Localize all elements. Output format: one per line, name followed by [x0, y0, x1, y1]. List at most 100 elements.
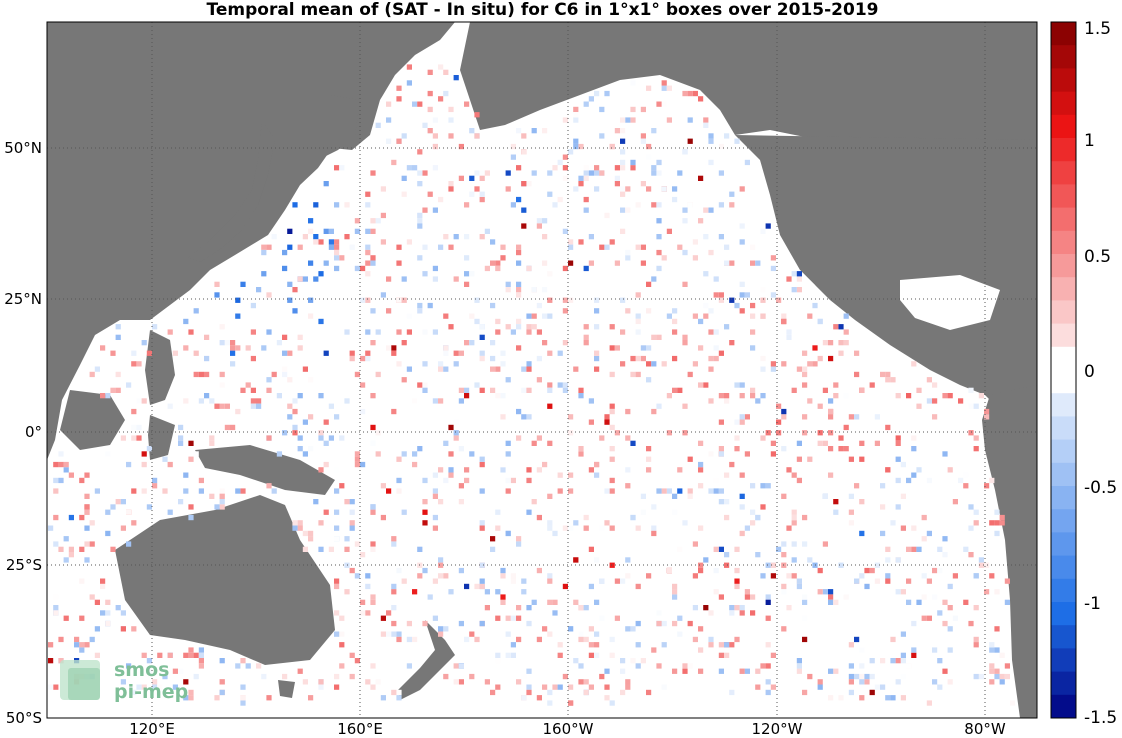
- anomaly-cell: [838, 324, 844, 330]
- anomaly-cell: [682, 663, 688, 669]
- anomaly-cell: [334, 255, 340, 261]
- colorbar-tick-1-5: 1.5: [1084, 19, 1111, 39]
- anomaly-cell: [287, 244, 293, 250]
- anomaly-cell: [328, 403, 334, 409]
- anomaly-cell: [640, 106, 646, 113]
- anomaly-cell: [672, 355, 678, 362]
- anomaly-cell: [848, 456, 854, 462]
- anomaly-cell: [937, 546, 943, 552]
- anomaly-cell: [68, 552, 74, 558]
- anomaly-cell: [578, 175, 584, 181]
- anomaly-cell: [261, 345, 267, 351]
- anomaly-cell: [724, 393, 730, 399]
- anomaly-cell: [583, 525, 589, 531]
- anomaly-cell: [562, 228, 568, 234]
- anomaly-cell: [417, 382, 423, 388]
- anomaly-cell: [250, 387, 256, 393]
- anomaly-cell: [640, 133, 646, 139]
- anomaly-cell: [453, 276, 459, 282]
- anomaly-cell: [464, 636, 470, 643]
- anomaly-cell: [635, 642, 641, 648]
- anomaly-cell: [557, 382, 563, 388]
- anomaly-cell: [625, 626, 631, 632]
- anomaly-cell: [640, 509, 646, 515]
- anomaly-cell: [859, 499, 865, 505]
- anomaly-cell: [750, 610, 756, 616]
- anomaly-cell: [708, 249, 714, 256]
- anomaly-cell: [568, 700, 574, 706]
- anomaly-cell: [739, 419, 745, 425]
- anomaly-cell: [568, 239, 574, 245]
- anomaly-cell: [167, 509, 173, 515]
- anomaly-cell: [412, 461, 418, 468]
- anomaly-cell: [620, 117, 626, 123]
- anomaly-cell: [682, 334, 688, 340]
- anomaly-cell: [422, 382, 428, 388]
- anomaly-cell: [708, 329, 714, 335]
- anomaly-cell: [594, 350, 600, 356]
- anomaly-cell: [422, 520, 428, 526]
- anomaly-cell: [302, 451, 308, 457]
- anomaly-cell: [895, 504, 901, 510]
- anomaly-cell: [796, 440, 802, 446]
- colorbar-frame: [1050, 21, 1077, 719]
- anomaly-cell: [432, 472, 438, 478]
- anomaly-cell: [386, 631, 392, 637]
- anomaly-cell: [859, 530, 865, 537]
- landmass-south-america: [982, 385, 1037, 718]
- anomaly-cell: [973, 403, 979, 409]
- anomaly-cell: [656, 218, 662, 224]
- anomaly-cell: [630, 514, 636, 521]
- anomaly-cell: [614, 128, 620, 134]
- anomaly-cell: [734, 419, 740, 425]
- anomaly-cell: [698, 440, 704, 446]
- anomaly-cell: [646, 456, 652, 462]
- anomaly-cell: [594, 324, 600, 330]
- anomaly-cell: [547, 631, 553, 637]
- anomaly-cell: [656, 334, 662, 340]
- anomaly-cell: [713, 292, 719, 298]
- anomaly-cell: [490, 302, 496, 309]
- anomaly-cell: [245, 663, 251, 669]
- anomaly-cell: [989, 642, 995, 648]
- anomaly-cell: [438, 499, 444, 505]
- anomaly-cell: [750, 260, 756, 266]
- anomaly-cell: [672, 509, 678, 515]
- anomaly-cell: [219, 324, 225, 330]
- anomaly-cell: [188, 695, 194, 701]
- anomaly-cell: [271, 488, 277, 494]
- anomaly-cell: [994, 509, 1000, 515]
- anomaly-cell: [427, 191, 433, 197]
- anomaly-cell: [963, 472, 969, 478]
- anomaly-cell: [713, 276, 719, 282]
- anomaly-cell: [604, 520, 610, 526]
- colorbar-step: [1051, 462, 1076, 487]
- anomaly-cell: [932, 679, 938, 685]
- anomaly-cell: [432, 514, 438, 521]
- anomaly-cell: [568, 626, 574, 632]
- anomaly-cell: [651, 128, 657, 134]
- anomaly-cell: [422, 509, 428, 515]
- anomaly-cell: [297, 276, 303, 282]
- anomaly-cell: [79, 615, 85, 621]
- anomaly-cell: [365, 329, 371, 335]
- anomaly-cell: [796, 658, 802, 664]
- anomaly-cell: [672, 589, 678, 595]
- anomaly-cell: [568, 525, 574, 531]
- anomaly-cell: [828, 472, 834, 478]
- anomaly-cell: [932, 567, 938, 574]
- anomaly-cell: [516, 679, 522, 685]
- anomaly-cell: [807, 456, 813, 462]
- anomaly-cell: [864, 583, 870, 590]
- anomaly-cell: [568, 244, 574, 250]
- anomaly-cell: [656, 610, 662, 616]
- anomaly-cell: [375, 430, 381, 436]
- anomaly-cell: [869, 673, 875, 680]
- anomaly-cell: [578, 679, 584, 685]
- anomaly-cell: [188, 652, 194, 658]
- anomaly-cell: [661, 85, 667, 91]
- anomaly-cell: [599, 265, 605, 272]
- anomaly-cell: [994, 520, 1000, 526]
- anomaly-cell: [469, 271, 475, 277]
- anomaly-cell: [178, 499, 184, 505]
